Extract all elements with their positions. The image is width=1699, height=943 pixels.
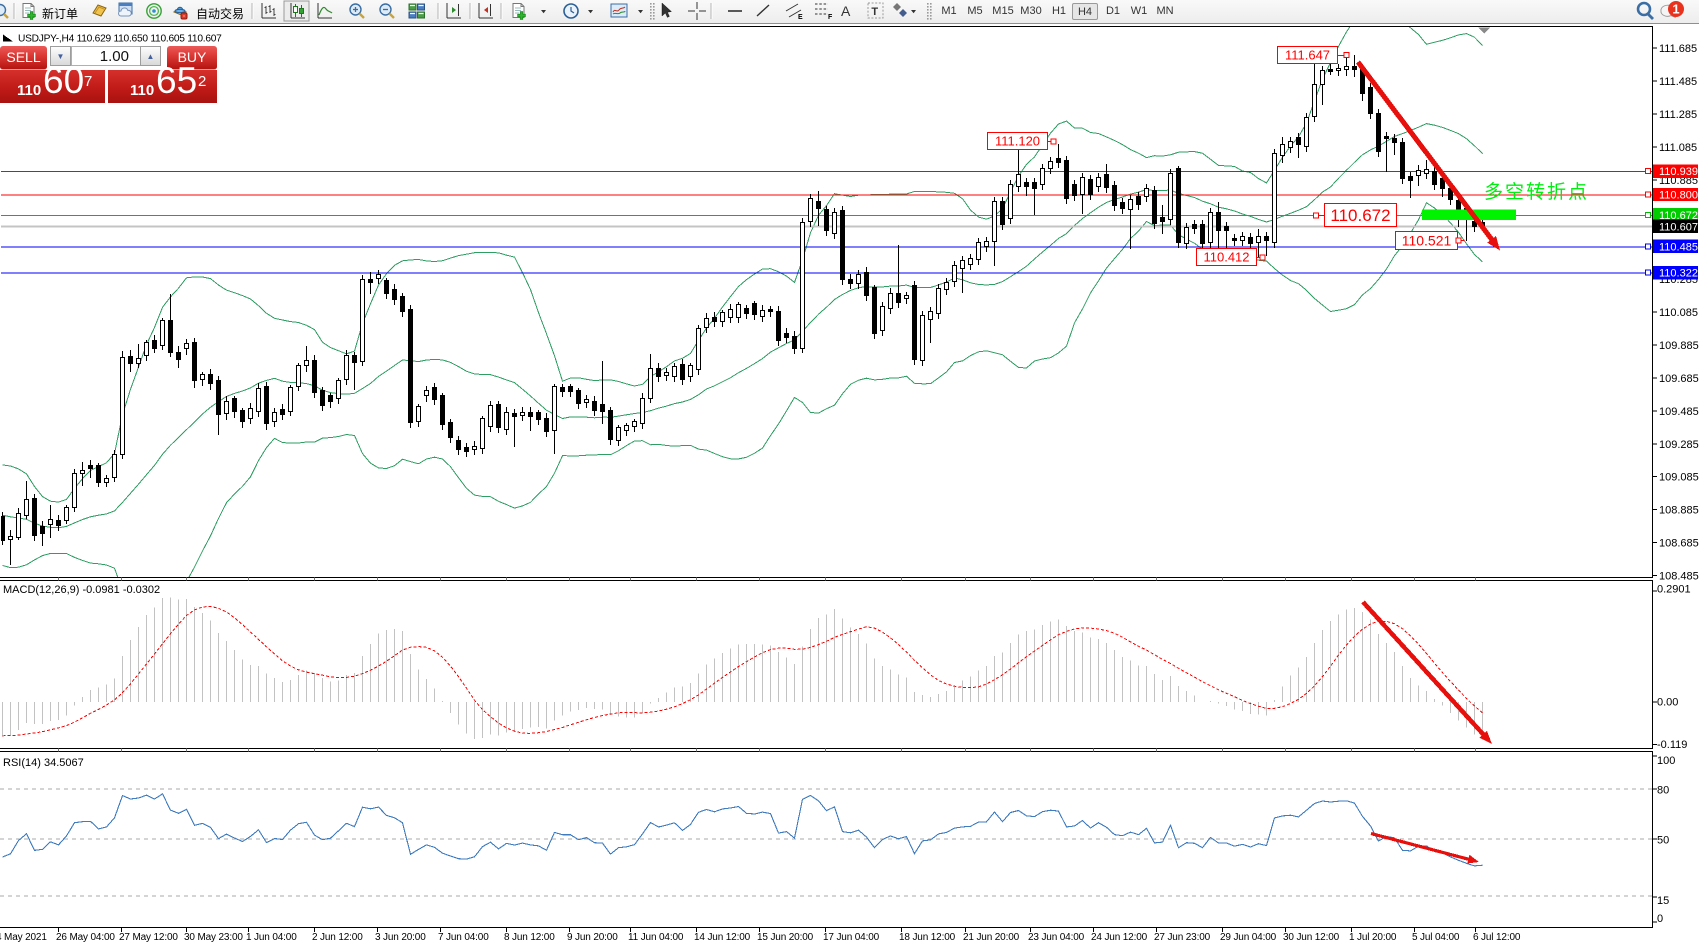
svg-text:1: 1 — [1672, 2, 1679, 17]
svg-text:1 Jun 04:00: 1 Jun 04:00 — [246, 932, 297, 943]
svg-text:111.085: 111.085 — [1659, 142, 1697, 154]
svg-text:17 Jun 04:00: 17 Jun 04:00 — [823, 932, 880, 943]
svg-text:T: T — [871, 6, 878, 18]
svg-text:5 Jul 04:00: 5 Jul 04:00 — [1412, 932, 1460, 943]
svg-text:23 Jun 04:00: 23 Jun 04:00 — [1028, 932, 1085, 943]
svg-text:108.485: 108.485 — [1659, 571, 1699, 583]
svg-text:110.322: 110.322 — [1659, 268, 1698, 280]
svg-text:111.647: 111.647 — [1285, 48, 1330, 63]
svg-text:109.685: 109.685 — [1659, 373, 1699, 385]
svg-text:3 Jun 20:00: 3 Jun 20:00 — [375, 932, 426, 943]
svg-text:80: 80 — [1657, 785, 1669, 797]
svg-text:MACD(12,26,9) -0.0981 -0.0302: MACD(12,26,9) -0.0981 -0.0302 — [3, 584, 160, 596]
svg-text:15: 15 — [1657, 895, 1669, 907]
svg-text:110.485: 110.485 — [1659, 241, 1698, 253]
svg-text:2 Jun 12:00: 2 Jun 12:00 — [312, 932, 363, 943]
svg-text:111.120: 111.120 — [995, 134, 1040, 149]
svg-text:111.685: 111.685 — [1659, 43, 1697, 55]
svg-text:108.885: 108.885 — [1659, 505, 1699, 517]
svg-text:30 Jun 12:00: 30 Jun 12:00 — [1283, 932, 1340, 943]
svg-text:110.800: 110.800 — [1659, 190, 1698, 202]
svg-text:100: 100 — [1657, 755, 1675, 767]
svg-text:110.672: 110.672 — [1659, 210, 1698, 222]
svg-text:27 May 12:00: 27 May 12:00 — [119, 932, 178, 943]
svg-text:50: 50 — [1657, 835, 1669, 847]
svg-text:-0.119: -0.119 — [1657, 739, 1687, 751]
svg-text:1 Jul 20:00: 1 Jul 20:00 — [1349, 932, 1397, 943]
svg-text:A: A — [841, 3, 851, 19]
svg-text:108.685: 108.685 — [1659, 538, 1699, 550]
svg-text:USDJPY-,H4 110.629 110.650 11: USDJPY-,H4 110.629 110.650 110.605 110.6… — [18, 34, 222, 45]
svg-text:110.085: 110.085 — [1659, 307, 1698, 319]
svg-text:多空转折点: 多空转折点 — [1484, 181, 1589, 203]
svg-text:RSI(14) 34.5067: RSI(14) 34.5067 — [3, 757, 84, 769]
svg-text:.: . — [1657, 587, 1660, 599]
svg-text:109.485: 109.485 — [1659, 406, 1699, 418]
svg-text:0.2901: 0.2901 — [1657, 584, 1691, 596]
svg-text:14 Jun 12:00: 14 Jun 12:00 — [694, 932, 751, 943]
svg-text:F: F — [828, 14, 833, 21]
svg-text:110.607: 110.607 — [1659, 221, 1698, 233]
svg-text:E: E — [798, 14, 803, 21]
svg-text:110.412: 110.412 — [1203, 250, 1249, 265]
svg-text:110.521: 110.521 — [1402, 233, 1452, 249]
svg-text:4 May 2021: 4 May 2021 — [0, 932, 47, 943]
svg-text:26 May 04:00: 26 May 04:00 — [56, 932, 115, 943]
svg-text:0.00: 0.00 — [1657, 697, 1678, 709]
svg-text:18 Jun 12:00: 18 Jun 12:00 — [899, 932, 956, 943]
svg-text:11 Jun 04:00: 11 Jun 04:00 — [628, 932, 684, 943]
svg-text:21 Jun 20:00: 21 Jun 20:00 — [963, 932, 1020, 943]
svg-text:9 Jun 20:00: 9 Jun 20:00 — [567, 932, 618, 943]
svg-text:0: 0 — [1657, 913, 1663, 925]
svg-text:27 Jun 23:00: 27 Jun 23:00 — [1154, 932, 1211, 943]
svg-text:109.285: 109.285 — [1659, 439, 1699, 451]
svg-text:110.939: 110.939 — [1659, 166, 1698, 178]
svg-text:110.672: 110.672 — [1330, 206, 1390, 225]
svg-text:24 Jun 12:00: 24 Jun 12:00 — [1091, 932, 1148, 943]
svg-text:30 May 23:00: 30 May 23:00 — [184, 932, 243, 943]
svg-text:109.085: 109.085 — [1659, 472, 1699, 484]
svg-text:111.485: 111.485 — [1659, 76, 1697, 88]
svg-text:29 Jun 04:00: 29 Jun 04:00 — [1220, 932, 1277, 943]
svg-text:8 Jun 12:00: 8 Jun 12:00 — [504, 932, 555, 943]
svg-text:6 Jul 12:00: 6 Jul 12:00 — [1473, 932, 1521, 943]
svg-text:7 Jun 04:00: 7 Jun 04:00 — [438, 932, 489, 943]
svg-text:111.285: 111.285 — [1659, 109, 1697, 121]
svg-text:15 Jun 20:00: 15 Jun 20:00 — [757, 932, 814, 943]
svg-text:109.885: 109.885 — [1659, 340, 1699, 352]
